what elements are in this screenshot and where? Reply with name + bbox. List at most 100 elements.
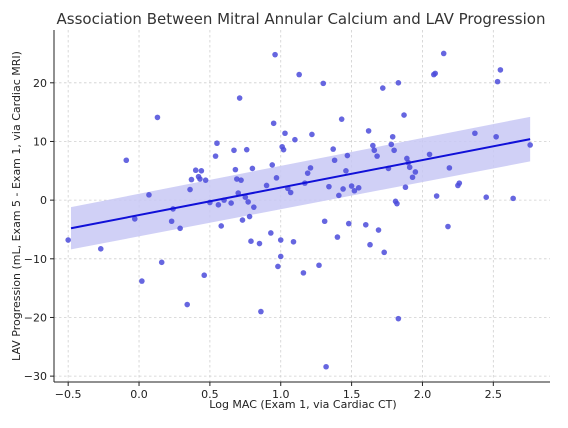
data-point	[198, 168, 205, 174]
y-tick-label: −20	[24, 311, 47, 324]
data-point	[215, 202, 222, 208]
data-point	[235, 190, 242, 196]
data-point	[483, 194, 490, 200]
data-point	[218, 223, 225, 229]
data-point	[338, 116, 345, 122]
data-point	[188, 176, 195, 183]
data-point	[268, 230, 274, 236]
data-point	[236, 95, 243, 101]
x-tick-label: 0.5	[201, 388, 219, 401]
data-point	[273, 175, 280, 181]
data-point	[391, 147, 397, 154]
data-point	[307, 165, 314, 171]
data-point	[231, 147, 237, 154]
x-tick-label: 2.0	[414, 388, 432, 401]
data-point	[238, 177, 244, 183]
data-point	[446, 165, 453, 171]
data-point	[375, 227, 382, 233]
data-point	[263, 182, 270, 189]
y-axis-label: LAV Progression (mL, Exam 5 - Exam 1, vi…	[10, 51, 23, 361]
regression-line-layer	[70, 138, 531, 230]
data-point	[139, 278, 145, 284]
data-point	[202, 177, 209, 183]
data-point	[168, 218, 175, 225]
data-point	[123, 157, 130, 164]
data-point	[97, 246, 104, 252]
data-point	[282, 130, 288, 137]
x-tick-label: 2.5	[485, 388, 503, 401]
x-tick-label: 0.0	[130, 388, 148, 401]
y-tick-label: 0	[40, 194, 47, 207]
y-tick-label: 10	[33, 135, 47, 148]
data-point	[345, 220, 352, 227]
data-point	[343, 168, 349, 174]
data-point	[395, 80, 402, 86]
data-point	[292, 136, 298, 143]
chart-title: Association Between Mitral Annular Calci…	[57, 10, 546, 28]
data-point	[426, 151, 433, 158]
data-point	[154, 114, 161, 121]
data-point	[234, 176, 240, 182]
data-point	[269, 162, 276, 168]
data-point	[497, 67, 504, 73]
data-point	[290, 238, 297, 245]
data-point	[146, 192, 152, 198]
data-point	[388, 141, 395, 148]
data-point	[158, 259, 165, 266]
data-point	[336, 192, 342, 199]
data-point	[187, 186, 193, 193]
data-point	[248, 238, 254, 244]
axes-layer: −0.5 0.0 0.5 1.0 1.5 2.0 2.5 −30 −20 −10 0 10 20	[24, 30, 550, 401]
data-point	[316, 262, 322, 269]
x-tick-label: 1.0	[272, 388, 290, 401]
data-point	[432, 70, 439, 77]
x-axis-label: Log MAC (Exam 1, via Cardiac CT)	[209, 398, 396, 411]
data-point	[256, 240, 263, 247]
data-point	[340, 186, 346, 192]
regression-line	[70, 138, 531, 230]
data-point	[232, 166, 239, 173]
data-point	[334, 234, 341, 240]
data-point	[177, 225, 183, 232]
data-point	[355, 185, 362, 191]
data-point	[348, 183, 355, 189]
data-point	[395, 315, 402, 322]
data-point	[494, 78, 501, 85]
data-point	[321, 218, 328, 225]
data-point	[331, 157, 338, 164]
data-point	[367, 241, 373, 248]
data-point	[406, 164, 413, 171]
data-point	[280, 146, 287, 153]
y-tick-label: 20	[33, 77, 47, 90]
data-point	[374, 153, 380, 159]
data-point	[370, 142, 376, 149]
data-point	[381, 249, 387, 256]
data-point	[277, 237, 284, 243]
data-point	[389, 133, 396, 140]
data-point	[344, 152, 351, 159]
data-point	[412, 169, 419, 175]
data-point	[296, 71, 302, 78]
data-point	[272, 51, 278, 58]
data-point	[270, 120, 277, 127]
data-point	[440, 50, 447, 57]
data-point	[300, 270, 307, 276]
data-point	[445, 223, 451, 230]
data-point	[246, 213, 253, 220]
data-point	[277, 253, 284, 260]
data-point	[351, 187, 358, 194]
data-point	[243, 146, 250, 153]
data-point	[228, 200, 234, 206]
data-point	[527, 142, 533, 148]
data-point	[456, 180, 463, 186]
data-point	[239, 217, 246, 223]
data-point	[65, 237, 71, 243]
data-point	[402, 184, 409, 191]
data-point	[510, 195, 516, 202]
data-point	[330, 146, 336, 152]
data-point	[258, 308, 264, 315]
data-point	[201, 272, 208, 279]
data-point	[433, 193, 440, 199]
